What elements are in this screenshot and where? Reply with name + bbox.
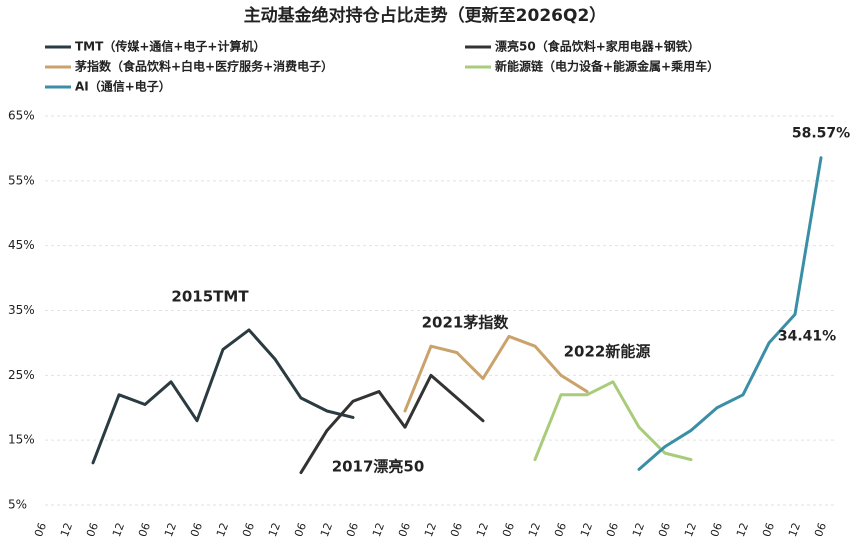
x-tick-label: 06 — [136, 521, 153, 539]
x-tick-label: 06 — [760, 521, 777, 539]
x-tick-label: 06 — [396, 521, 413, 539]
x-tick-label: 06 — [448, 521, 465, 539]
y-tick-label: 65% — [8, 109, 35, 123]
value-label: 34.41% — [778, 328, 836, 344]
x-tick-label: 06 — [344, 521, 361, 539]
x-tick-label: 12 — [422, 521, 439, 539]
x-tick-label: 12 — [162, 521, 179, 539]
y-tick-label: 55% — [8, 173, 35, 187]
series-line — [91, 328, 355, 465]
y-tick-label: 45% — [8, 238, 35, 252]
x-tick-label: 12 — [786, 521, 803, 539]
annotation: 2015TMT — [171, 288, 249, 306]
x-tick-label: 12 — [58, 521, 75, 539]
x-tick-label: 06 — [812, 521, 829, 539]
x-tick-label: 12 — [214, 521, 231, 539]
x-tick-label: 12 — [266, 521, 283, 539]
series-line — [403, 334, 589, 413]
legend-label: 漂亮50（食品饮料+家用电器+钢铁） — [495, 39, 700, 54]
annotation: 2021茅指数 — [422, 314, 510, 332]
y-tick-label: 25% — [8, 368, 35, 382]
x-tick-label: 06 — [708, 521, 725, 539]
x-tick-label: 12 — [318, 521, 335, 539]
annotation: 2022新能源 — [564, 343, 651, 361]
x-tick-label: 06 — [500, 521, 517, 539]
x-tick-label: 12 — [578, 521, 595, 539]
x-tick-label: 12 — [630, 521, 647, 539]
x-tick-label: 12 — [526, 521, 543, 539]
chart-title: 主动基金绝对持仓占比走势（更新至2026Q2） — [244, 5, 607, 26]
x-tick-label: 12 — [474, 521, 491, 539]
series-line — [533, 380, 693, 462]
x-tick-label: 06 — [84, 521, 101, 539]
x-tick-label: 12 — [682, 521, 699, 539]
legend-label: 茅指数（食品饮料+白电+医疗服务+消费电子） — [75, 59, 333, 74]
y-tick-label: 15% — [8, 433, 35, 447]
x-tick-label: 12 — [370, 521, 387, 539]
value-label: 58.57% — [792, 126, 850, 142]
y-tick-label: 35% — [8, 303, 35, 317]
x-tick-label: 12 — [110, 521, 127, 539]
annotation: 2017漂亮50 — [332, 458, 425, 476]
y-tick-label: 5% — [8, 498, 27, 512]
series-line — [299, 373, 485, 475]
x-tick-label: 06 — [604, 521, 621, 539]
legend-label: AI（通信+电子） — [75, 79, 171, 94]
x-tick-label: 06 — [188, 521, 205, 539]
x-tick-label: 06 — [292, 521, 309, 539]
x-tick-label: 12 — [734, 521, 751, 539]
series-line — [637, 156, 823, 471]
x-tick-label: 06 — [552, 521, 569, 539]
x-tick-label: 06 — [240, 521, 257, 539]
x-tick-label: 06 — [656, 521, 673, 539]
x-tick-label: 06 — [32, 521, 49, 539]
legend-label: 新能源链（电力设备+能源金属+乘用车） — [495, 59, 719, 74]
legend-label: TMT（传媒+通信+电子+计算机） — [75, 39, 265, 54]
plot: 5% 15% 25% 35% 45% 55% 65% 06 12 06 12 06 12 06 12 06 12… — [8, 39, 850, 539]
